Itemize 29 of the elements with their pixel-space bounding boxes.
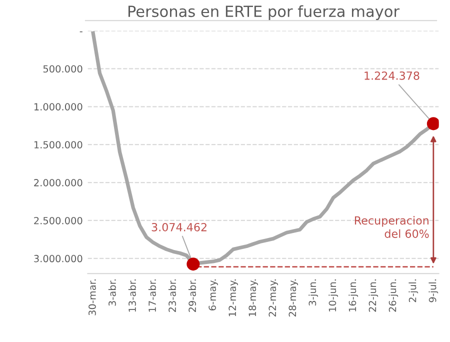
annotation: 3.074.462: [152, 222, 206, 232]
annotation: 1.224.378: [364, 71, 420, 80]
x-tick-label: 12-may.: [228, 280, 238, 316]
y-tick-label: 2.500.000: [34, 216, 82, 224]
y-tick-label: 3.000.000: [34, 254, 82, 262]
y-tick-label: 500.000: [43, 65, 82, 73]
x-tick-label: 16-jun.: [348, 280, 358, 312]
x-tick-label: 26-jun.: [388, 280, 398, 312]
x-tick-label: 13-abr.: [128, 280, 136, 312]
x-tick-label: 28-may.: [288, 280, 298, 317]
x-tick-label: 23-abr.: [168, 280, 176, 312]
x-tick-label: 3-abr.: [108, 280, 116, 306]
x-tick-label: 9-jul.: [428, 280, 438, 302]
x-tick-label: 10-jun.: [328, 280, 338, 312]
chart-title: Personas en ERTE por fuerza mayor: [128, 5, 400, 20]
y-tick-label: -: [80, 31, 82, 32]
x-tick-label: 3-jun.: [308, 280, 318, 306]
x-tick-label: 30-mar.: [88, 280, 96, 316]
x-tick-label: 29-abr.: [188, 280, 196, 312]
annotation: Recuperacion del 60%: [354, 216, 429, 238]
y-tick-label: 2.000.000: [34, 179, 82, 186]
x-tick-label: 22-may.: [268, 280, 278, 317]
x-tick-label: 22-jun.: [368, 280, 378, 312]
x-tick-label: 2-jul.: [408, 280, 418, 302]
x-tick-label: 18-may.: [248, 280, 258, 316]
y-tick-label: 1.500.000: [34, 141, 82, 148]
y-tick-label: 1.000.000: [34, 103, 82, 110]
x-tick-label: 17-abr.: [148, 280, 156, 312]
x-tick-label: 6-may.: [208, 280, 218, 310]
